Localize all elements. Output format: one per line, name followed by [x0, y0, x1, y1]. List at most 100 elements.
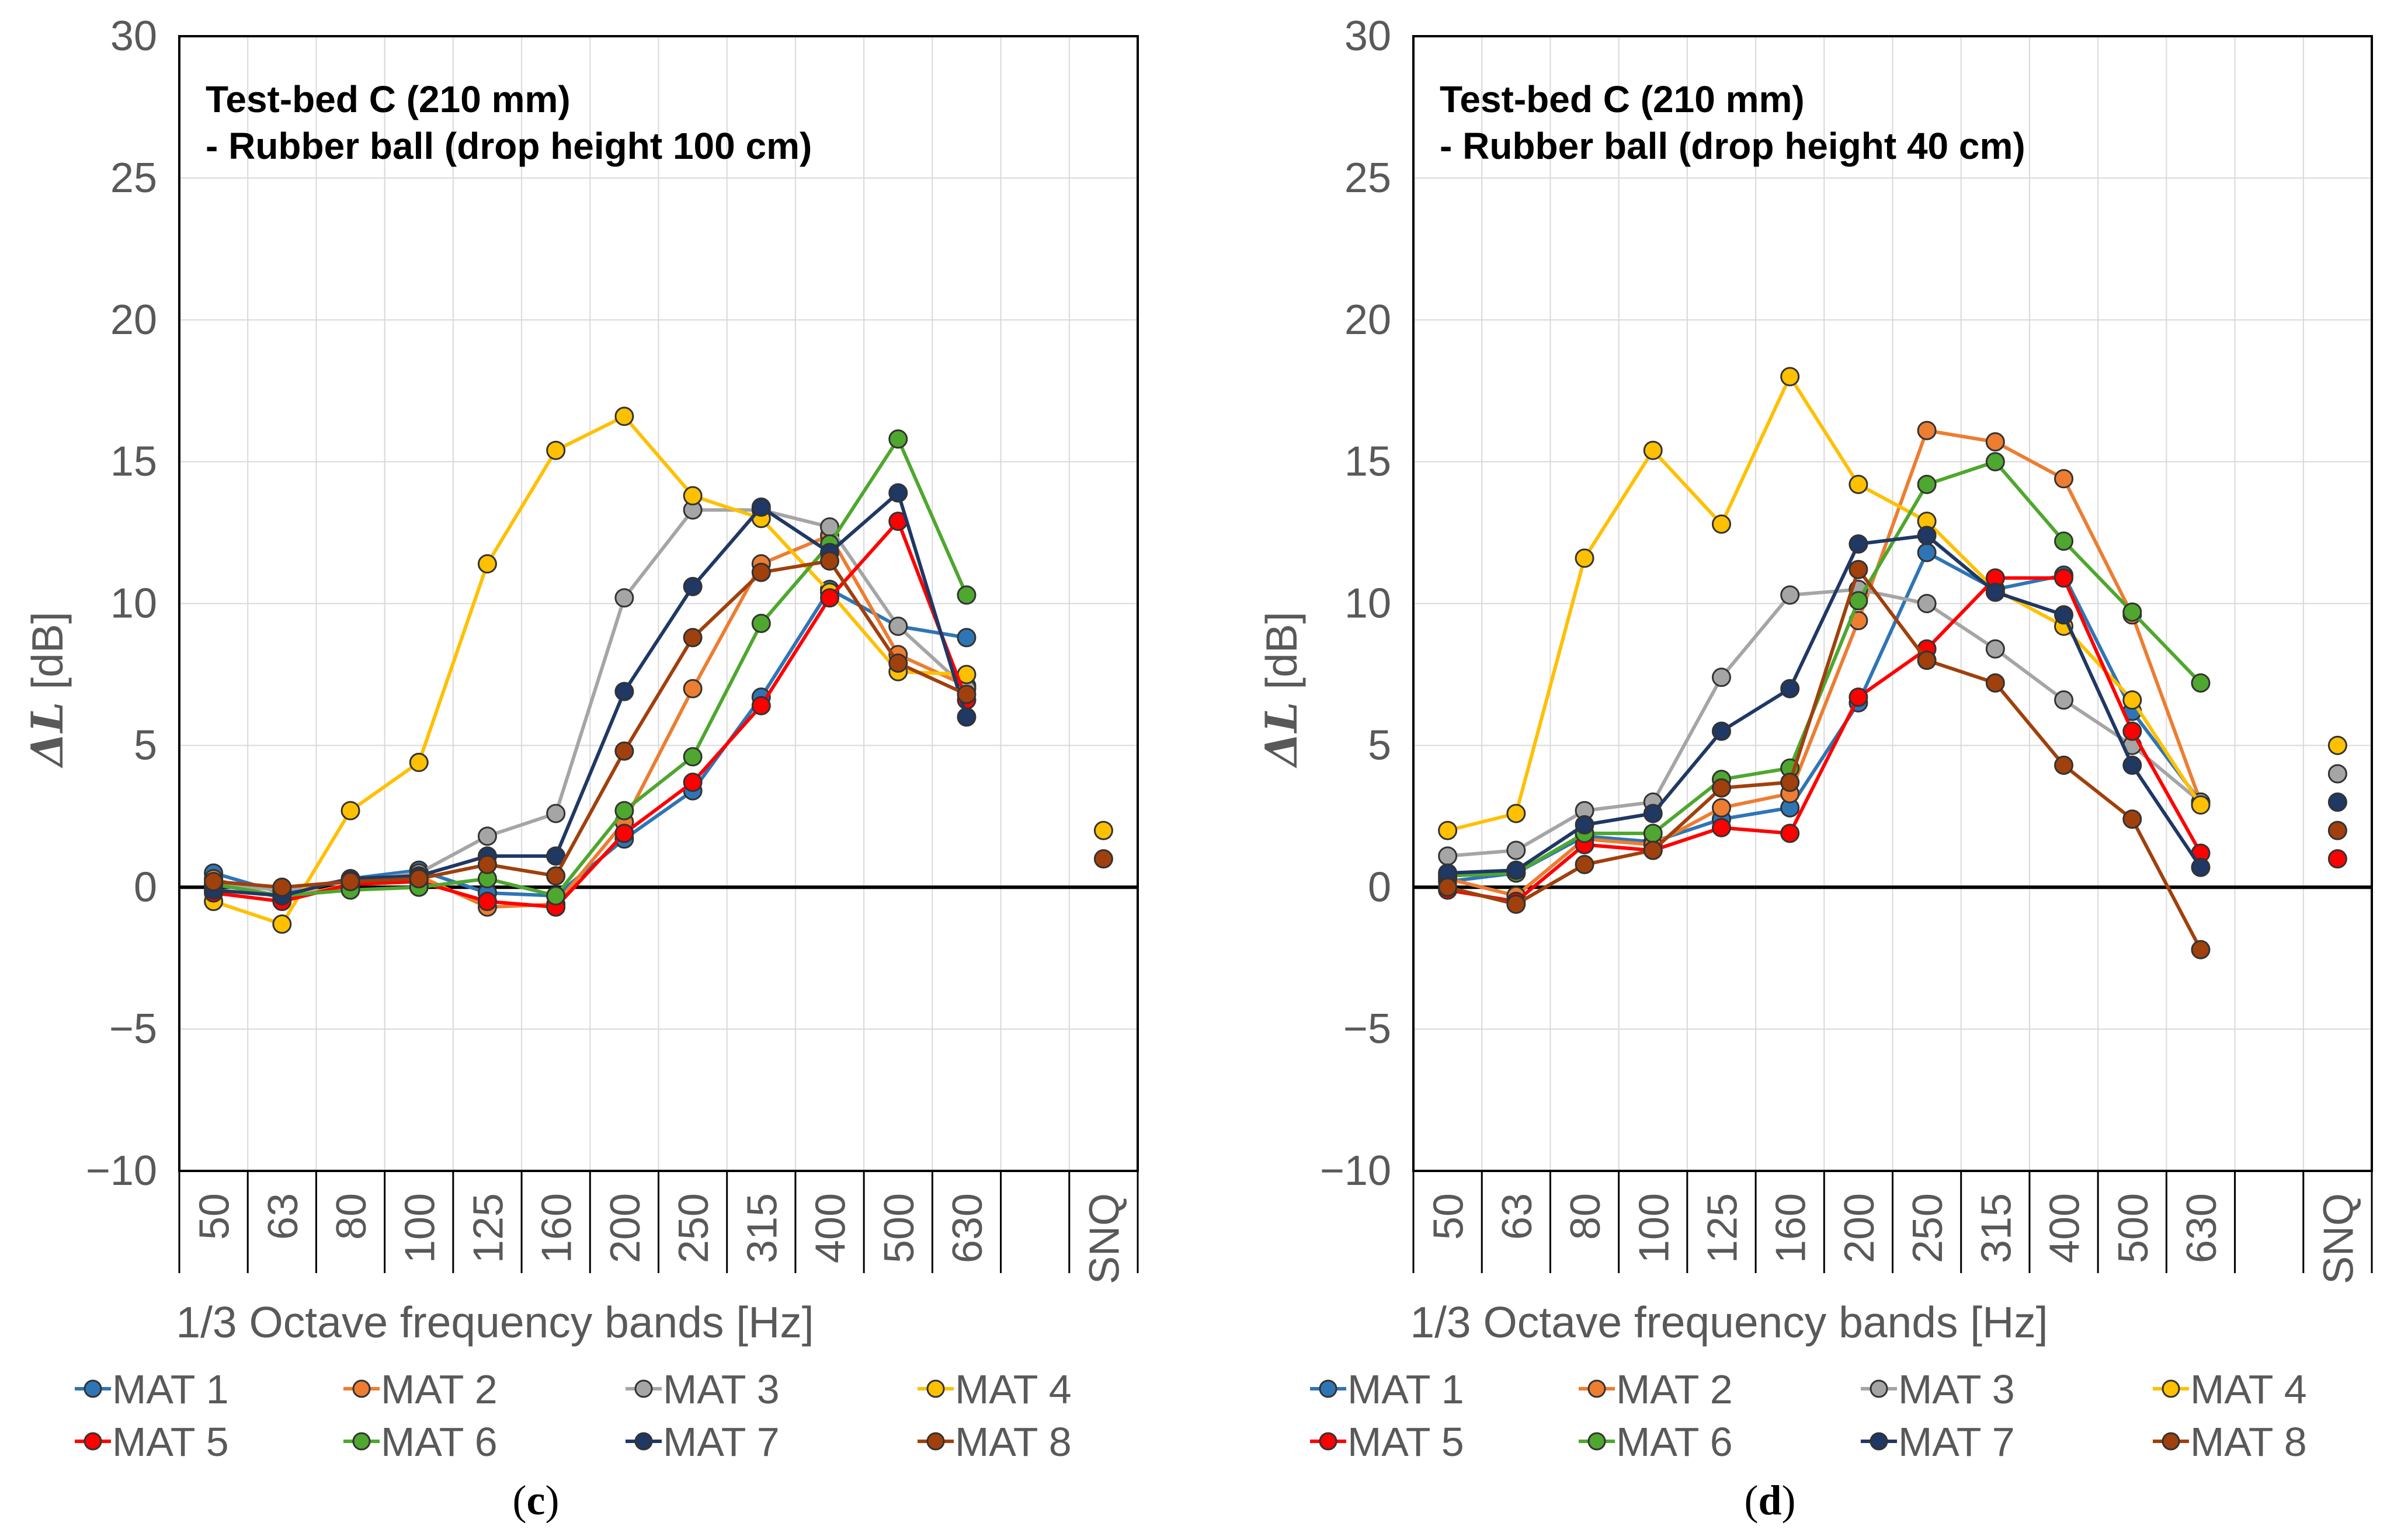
data-point: [1917, 420, 1937, 440]
series-line: [1447, 460, 2202, 878]
series-mat-7: [1438, 526, 2347, 883]
y-tick-label: −5: [109, 1006, 157, 1052]
data-point: [477, 826, 497, 846]
y-tick-label: −5: [1343, 1006, 1391, 1052]
series-mat-8: [1438, 559, 2347, 960]
x-tick-label: 630: [944, 1193, 991, 1263]
y-axis-symbol: ΔL: [22, 702, 73, 769]
y-tick-label: −10: [86, 1148, 157, 1194]
y-tick-label: 20: [110, 297, 157, 343]
data-point: [2054, 469, 2074, 489]
data-point: [957, 628, 977, 648]
data-point: [2122, 721, 2142, 741]
data-point: [1438, 846, 1458, 866]
data-point: [614, 682, 634, 701]
snq-point: [2327, 792, 2347, 812]
data-point: [1780, 773, 1800, 792]
legend-marker: [352, 1432, 371, 1451]
x-tick-label: 250: [670, 1193, 717, 1263]
data-point: [546, 804, 566, 823]
data-point: [614, 823, 634, 843]
data-point: [683, 486, 703, 506]
data-point: [1575, 854, 1594, 874]
y-tick-label: −10: [1320, 1148, 1391, 1194]
snq-point: [1093, 821, 1113, 840]
data-point: [1849, 687, 1868, 707]
series-line: [1447, 568, 2202, 951]
y-tick-label: 30: [110, 13, 157, 60]
legend-label: MAT 4: [955, 1367, 1072, 1412]
legend-label: MAT 3: [663, 1367, 780, 1412]
data-point: [888, 616, 908, 636]
y-axis-title: ΔL [dB]: [1256, 611, 1307, 769]
data-point: [477, 892, 497, 912]
snq-point: [2327, 821, 2347, 840]
data-point: [683, 679, 703, 698]
y-tick-label: 15: [110, 439, 157, 485]
panel-caption: (c): [513, 1477, 560, 1524]
data-point: [204, 872, 224, 892]
x-tick-label: SNQ: [1081, 1193, 1128, 1284]
legend-marker: [84, 1379, 102, 1398]
data-point: [1985, 432, 2005, 452]
series-line: [213, 519, 968, 909]
legend-item: MAT 4: [918, 1367, 1072, 1412]
x-tick-label: 125: [465, 1193, 512, 1263]
data-point: [888, 483, 908, 503]
legend-item: MAT 1: [75, 1367, 229, 1412]
y-axis-symbol: ΔL: [1256, 702, 1307, 769]
series-mat-8: [204, 551, 1113, 897]
x-tick-label: 500: [2110, 1193, 2157, 1263]
data-point: [2122, 690, 2142, 710]
data-point: [2191, 673, 2211, 693]
legend-item: MAT 7: [1861, 1419, 2015, 1465]
data-point: [2054, 605, 2074, 625]
caption-letter: c: [527, 1477, 545, 1524]
x-tick-label: 160: [534, 1193, 581, 1263]
y-tick-label: 20: [1344, 297, 1391, 343]
data-point: [820, 588, 840, 608]
legend-item: MAT 4: [2153, 1367, 2307, 1412]
data-point: [683, 628, 703, 648]
x-tick-label: 315: [739, 1193, 786, 1263]
data-point: [1643, 804, 1663, 823]
legend-label: MAT 6: [1616, 1419, 1733, 1465]
data-point: [1985, 639, 2005, 659]
legend-item: MAT 3: [1861, 1367, 2015, 1412]
x-tick-label: 400: [2042, 1193, 2089, 1263]
data-point: [820, 551, 840, 571]
x-tick-label: 200: [602, 1193, 649, 1263]
legend-marker: [352, 1379, 371, 1398]
data-point: [272, 877, 292, 897]
series-line: [213, 559, 968, 889]
legend-marker: [84, 1432, 102, 1451]
data-point: [1780, 823, 1800, 843]
series-line: [1447, 551, 2202, 884]
legend-item: MAT 2: [1579, 1367, 1733, 1412]
data-point: [2122, 809, 2142, 829]
data-point: [409, 869, 429, 889]
data-point: [1711, 818, 1731, 837]
data-point: [272, 914, 292, 934]
legend-label: MAT 1: [112, 1367, 229, 1412]
legend-item: MAT 6: [343, 1419, 498, 1465]
data-point: [409, 753, 429, 773]
data-point: [614, 588, 634, 608]
data-point: [751, 497, 771, 517]
x-tick-label: 315: [1973, 1193, 2020, 1263]
legend-label: MAT 1: [1347, 1367, 1464, 1412]
caption-letter: d: [1758, 1477, 1781, 1524]
legend-marker: [1319, 1379, 1337, 1398]
x-tick-label: 200: [1836, 1193, 1883, 1263]
data-point: [1780, 585, 1800, 605]
legend-label: MAT 5: [1347, 1419, 1464, 1465]
data-point: [340, 801, 360, 821]
x-tick-label: 100: [1631, 1193, 1677, 1263]
legend-item: MAT 8: [918, 1419, 1072, 1465]
legend-marker: [1319, 1432, 1337, 1451]
data-point: [2191, 795, 2211, 815]
data-point: [1849, 559, 1868, 579]
data-point: [2054, 568, 2074, 588]
